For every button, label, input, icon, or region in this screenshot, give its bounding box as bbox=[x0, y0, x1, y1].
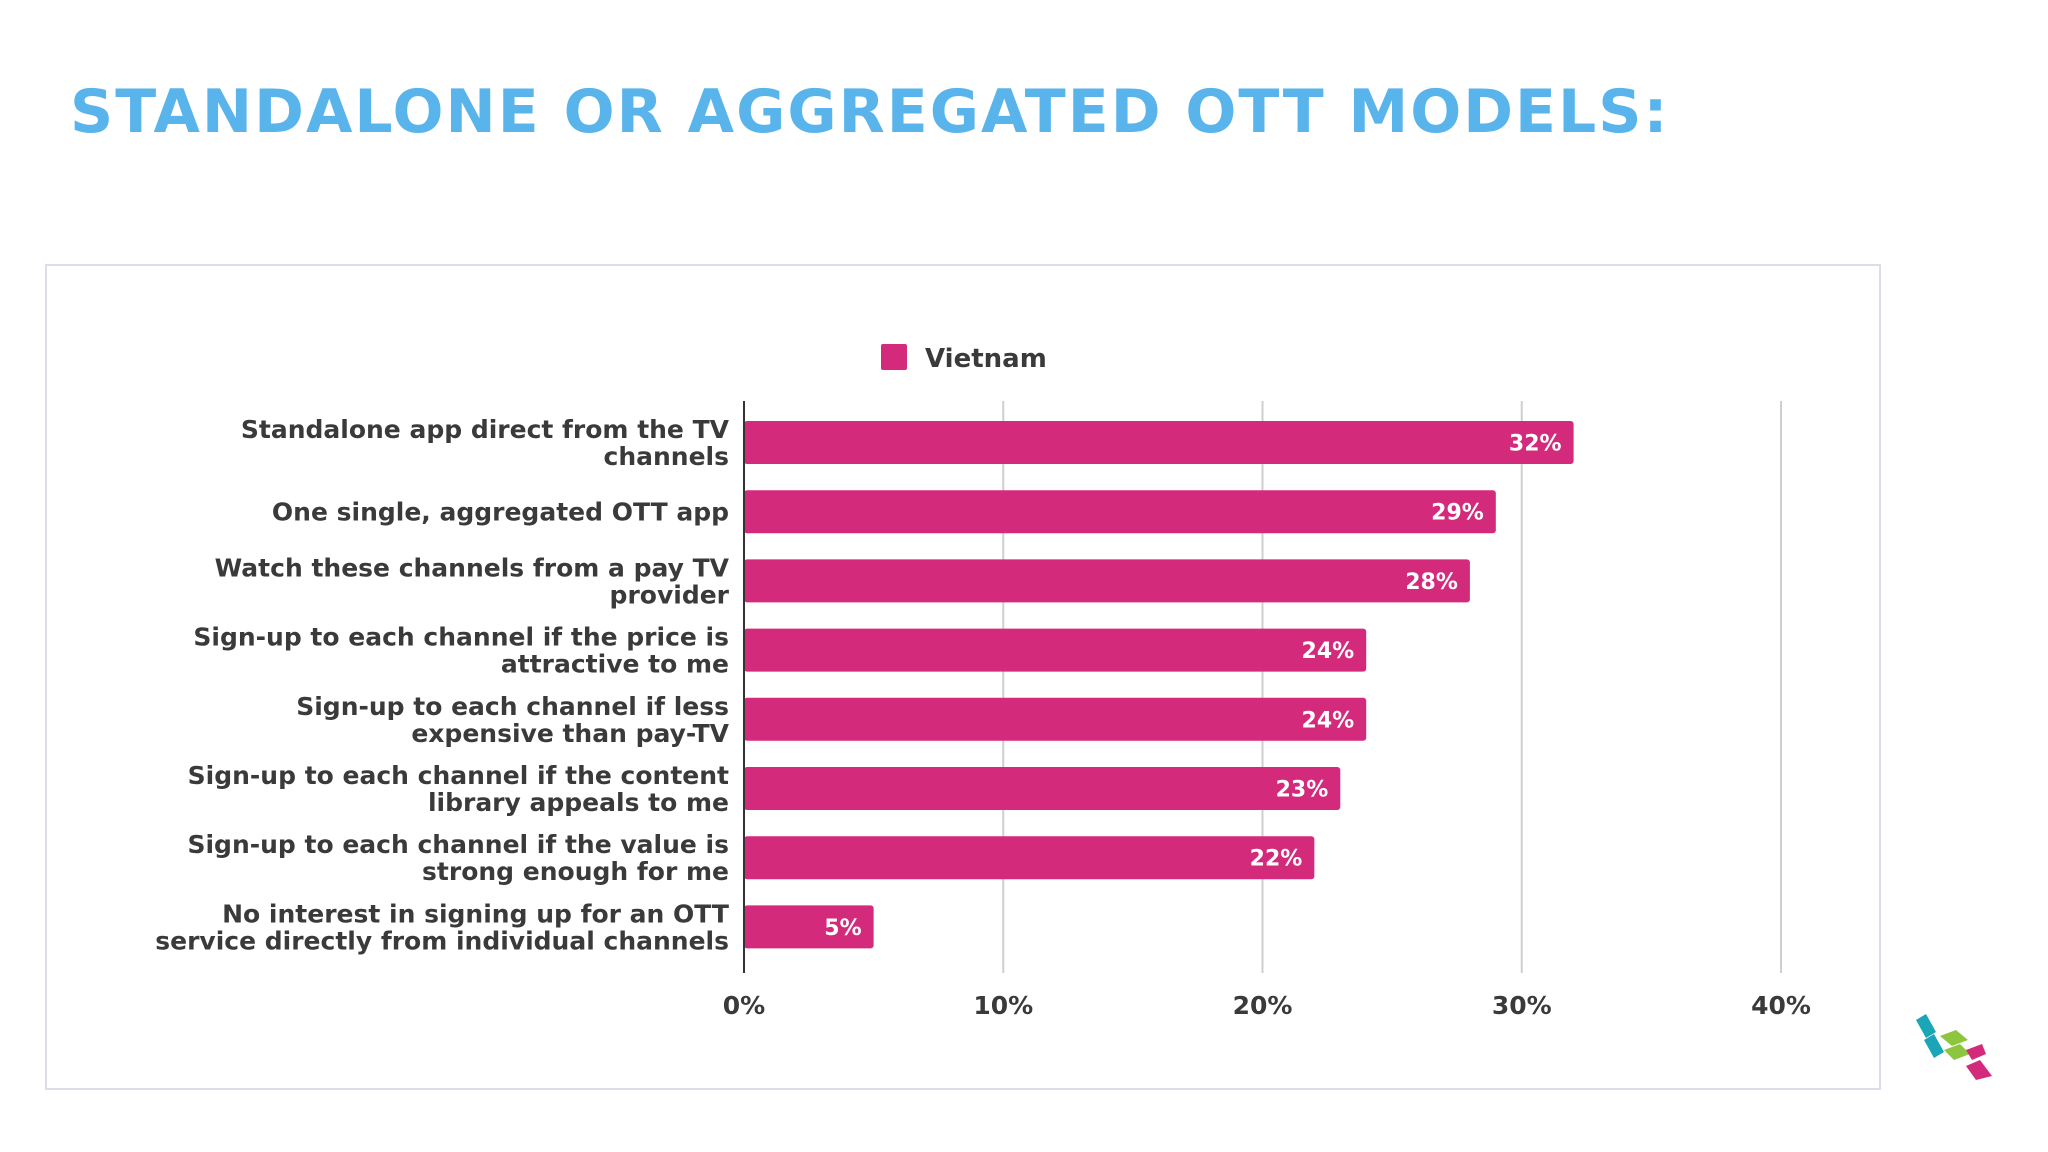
category-label: Sign-up to each channel if the price is a… bbox=[193, 623, 729, 679]
bar-value-label: 24% bbox=[1302, 639, 1355, 664]
bar-value-label: 23% bbox=[1276, 778, 1329, 803]
bar bbox=[744, 628, 1367, 672]
category-label-line: library appeals to me bbox=[428, 788, 729, 817]
category-label-line: Sign-up to each channel if less bbox=[296, 692, 729, 721]
bar-chart: Vietnam 32% 29% 28% 24% 24% 23% 22% 5% Standalo… bbox=[155, 344, 1811, 1020]
bar bbox=[744, 421, 1574, 464]
bar-value-label: 22% bbox=[1250, 847, 1303, 872]
category-label-line: Standalone app direct from the TV bbox=[241, 415, 730, 444]
legend-swatch bbox=[881, 344, 907, 370]
bar bbox=[744, 767, 1341, 810]
category-label-line: provider bbox=[610, 580, 730, 609]
category-label-line: Sign-up to each channel if the content bbox=[188, 761, 729, 790]
category-label-line: attractive to me bbox=[501, 650, 729, 679]
category-label-line: channels bbox=[604, 442, 730, 471]
category-label: Watch these channels from a pay TV provid… bbox=[215, 553, 730, 609]
legend: Vietnam bbox=[881, 344, 1047, 374]
category-label: Sign-up to each channel if the content li… bbox=[188, 761, 729, 817]
category-label: Sign-up to each channel if the value is s… bbox=[187, 830, 729, 886]
page-title: STANDALONE OR AGGREGATED OTT MODELS: bbox=[70, 77, 1670, 147]
category-label-line: No interest in signing up for an OTT bbox=[222, 899, 729, 928]
bars: 32% 29% 28% 24% 24% 23% 22% 5% bbox=[744, 421, 1574, 949]
category-label: One single, aggregated OTT app bbox=[272, 498, 729, 527]
grid-lines bbox=[1002, 401, 1782, 973]
category-label: Standalone app direct from the TV channel… bbox=[241, 415, 730, 471]
legend-label: Vietnam bbox=[925, 344, 1047, 374]
category-label-line: strong enough for me bbox=[422, 857, 729, 886]
bar bbox=[744, 836, 1315, 880]
x-tick-label: 0% bbox=[723, 991, 765, 1020]
bar bbox=[744, 697, 1367, 741]
category-label-line: service directly from individual channel… bbox=[155, 926, 729, 955]
category-label-line: Sign-up to each channel if the price is bbox=[193, 623, 729, 652]
chart-frame: Vietnam 32% 29% 28% 24% 24% 23% 22% 5% Standalo… bbox=[45, 264, 1881, 1090]
category-label: Sign-up to each channel if less expensive… bbox=[296, 692, 729, 748]
x-tick-label: 10% bbox=[973, 991, 1033, 1020]
x-tick-label: 20% bbox=[1233, 991, 1293, 1020]
x-axis-ticks: 0% 10% 20% 30% 40% bbox=[723, 991, 1811, 1020]
category-label-line: Sign-up to each channel if the value is bbox=[187, 830, 729, 859]
bar-value-label: 29% bbox=[1431, 501, 1484, 526]
bar bbox=[744, 490, 1496, 534]
cube-logo-icon bbox=[1916, 1014, 1992, 1080]
bar bbox=[744, 905, 874, 949]
bar bbox=[744, 559, 1470, 603]
x-tick-label: 30% bbox=[1492, 991, 1552, 1020]
x-tick-label: 40% bbox=[1751, 991, 1811, 1020]
bar-value-label: 32% bbox=[1509, 432, 1562, 457]
category-label-line: expensive than pay-TV bbox=[411, 719, 729, 748]
bar-value-label: 24% bbox=[1302, 708, 1355, 733]
category-labels: Standalone app direct from the TV channel… bbox=[155, 415, 729, 955]
bar-value-label: 5% bbox=[824, 916, 861, 941]
category-label: No interest in signing up for an OTT serv… bbox=[155, 899, 729, 955]
category-label-line: Watch these channels from a pay TV bbox=[215, 553, 730, 582]
category-label-line: One single, aggregated OTT app bbox=[272, 498, 729, 527]
bar-value-label: 28% bbox=[1405, 570, 1458, 595]
